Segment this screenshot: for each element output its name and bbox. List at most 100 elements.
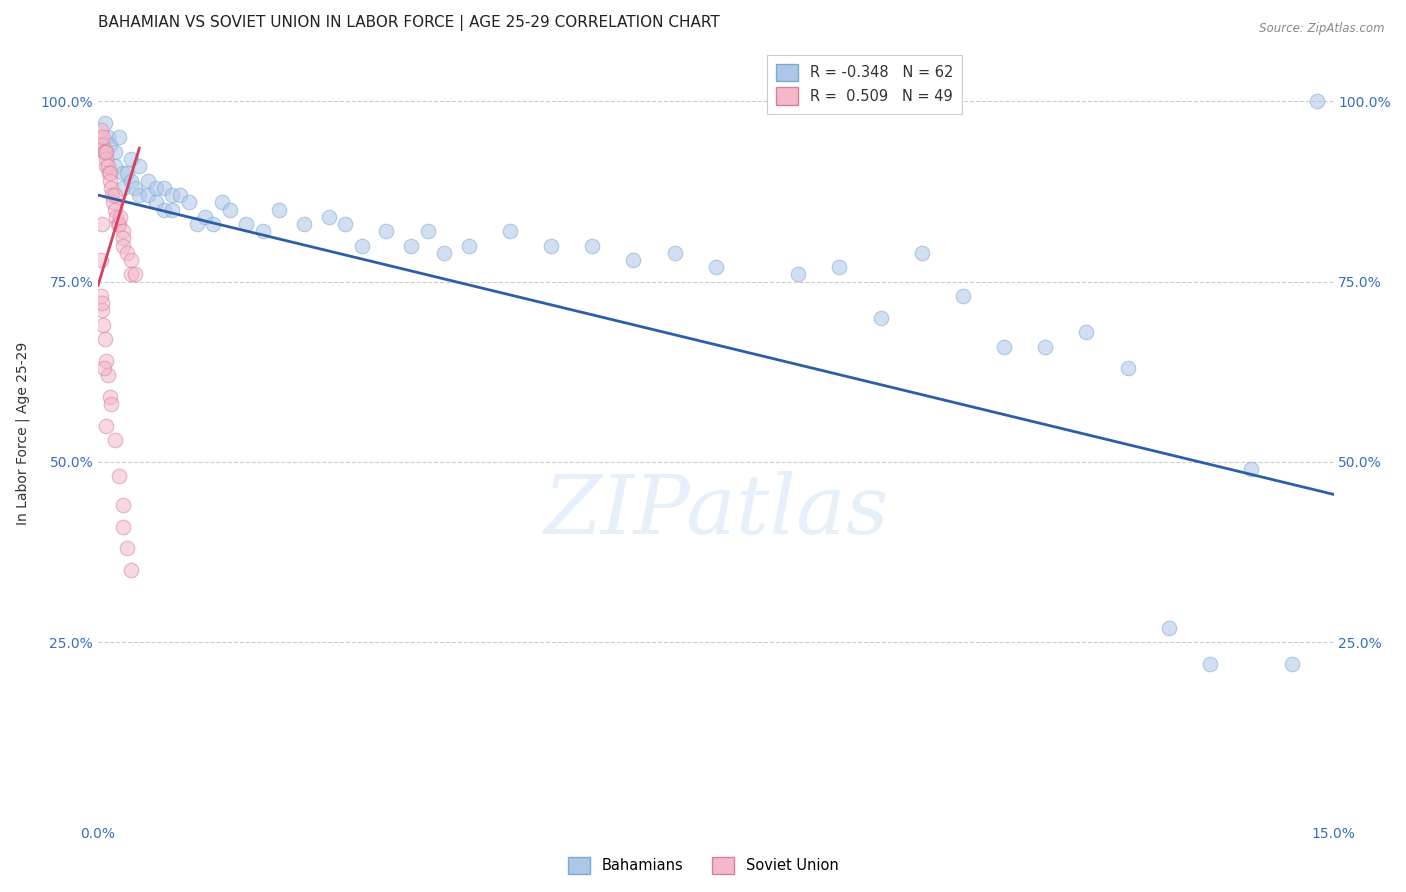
Point bbox=[107, 217, 129, 231]
Point bbox=[540, 238, 562, 252]
Point bbox=[98, 166, 121, 180]
Point bbox=[98, 390, 121, 404]
Point bbox=[211, 195, 233, 210]
Point bbox=[91, 130, 114, 145]
Point bbox=[160, 188, 183, 202]
Point bbox=[111, 166, 134, 180]
Point bbox=[136, 188, 159, 202]
Point bbox=[90, 289, 112, 303]
Point bbox=[111, 498, 134, 512]
Point bbox=[202, 217, 225, 231]
Point bbox=[89, 130, 111, 145]
Point bbox=[993, 339, 1015, 353]
Point bbox=[101, 188, 124, 202]
Point bbox=[91, 318, 114, 332]
Point bbox=[93, 145, 115, 159]
Point bbox=[433, 245, 456, 260]
Point bbox=[93, 332, 115, 346]
Point bbox=[91, 303, 114, 318]
Point bbox=[111, 181, 134, 195]
Point bbox=[120, 152, 142, 166]
Point bbox=[103, 145, 125, 159]
Point bbox=[828, 260, 851, 275]
Point bbox=[911, 245, 934, 260]
Point bbox=[93, 116, 115, 130]
Point bbox=[194, 210, 217, 224]
Point bbox=[252, 224, 274, 238]
Text: ZIPatlas: ZIPatlas bbox=[543, 471, 889, 551]
Point bbox=[124, 268, 146, 282]
Point bbox=[115, 166, 138, 180]
Point bbox=[235, 217, 257, 231]
Point bbox=[120, 563, 142, 577]
Point bbox=[103, 159, 125, 173]
Point bbox=[96, 418, 118, 433]
Point bbox=[186, 217, 208, 231]
Text: BAHAMIAN VS SOVIET UNION IN LABOR FORCE | AGE 25-29 CORRELATION CHART: BAHAMIAN VS SOVIET UNION IN LABOR FORCE … bbox=[98, 15, 720, 31]
Point bbox=[107, 217, 129, 231]
Point bbox=[97, 159, 120, 173]
Point bbox=[623, 252, 645, 267]
Point bbox=[107, 130, 129, 145]
Point bbox=[90, 123, 112, 137]
Point bbox=[103, 202, 125, 217]
Point bbox=[94, 159, 117, 173]
Point bbox=[96, 145, 118, 159]
Point bbox=[1281, 657, 1303, 671]
Point bbox=[120, 252, 142, 267]
Point bbox=[269, 202, 291, 217]
Point bbox=[91, 137, 114, 152]
Point bbox=[111, 224, 134, 238]
Point bbox=[375, 224, 398, 238]
Point bbox=[91, 296, 114, 310]
Point bbox=[177, 195, 200, 210]
Point bbox=[111, 231, 134, 245]
Point bbox=[101, 195, 124, 210]
Point bbox=[787, 268, 810, 282]
Point bbox=[120, 174, 142, 188]
Legend: Bahamians, Soviet Union: Bahamians, Soviet Union bbox=[562, 851, 844, 880]
Point bbox=[128, 188, 150, 202]
Point bbox=[1157, 621, 1180, 635]
Point bbox=[103, 434, 125, 448]
Point bbox=[90, 137, 112, 152]
Point bbox=[153, 202, 176, 217]
Point bbox=[90, 252, 112, 267]
Point bbox=[100, 397, 122, 411]
Point bbox=[96, 152, 118, 166]
Point bbox=[1076, 325, 1098, 339]
Point bbox=[124, 181, 146, 195]
Point bbox=[108, 210, 131, 224]
Point bbox=[115, 541, 138, 556]
Point bbox=[1116, 361, 1139, 376]
Point bbox=[350, 238, 373, 252]
Point bbox=[169, 188, 191, 202]
Point bbox=[136, 174, 159, 188]
Point bbox=[107, 469, 129, 483]
Point bbox=[93, 361, 115, 376]
Y-axis label: In Labor Force | Age 25-29: In Labor Force | Age 25-29 bbox=[15, 342, 30, 524]
Point bbox=[1199, 657, 1222, 671]
Point bbox=[93, 145, 115, 159]
Point bbox=[97, 166, 120, 180]
Point bbox=[91, 217, 114, 231]
Point bbox=[100, 137, 122, 152]
Point bbox=[1240, 462, 1263, 476]
Point bbox=[416, 224, 439, 238]
Point bbox=[120, 268, 142, 282]
Point bbox=[160, 202, 183, 217]
Point bbox=[499, 224, 522, 238]
Text: Source: ZipAtlas.com: Source: ZipAtlas.com bbox=[1260, 22, 1385, 36]
Point bbox=[153, 181, 176, 195]
Point bbox=[103, 188, 125, 202]
Legend: R = -0.348   N = 62, R =  0.509   N = 49: R = -0.348 N = 62, R = 0.509 N = 49 bbox=[768, 54, 962, 114]
Point bbox=[97, 130, 120, 145]
Point bbox=[100, 181, 122, 195]
Point bbox=[581, 238, 603, 252]
Point bbox=[145, 195, 167, 210]
Point bbox=[111, 520, 134, 534]
Point bbox=[869, 310, 891, 325]
Point bbox=[704, 260, 727, 275]
Point bbox=[218, 202, 240, 217]
Point bbox=[111, 238, 134, 252]
